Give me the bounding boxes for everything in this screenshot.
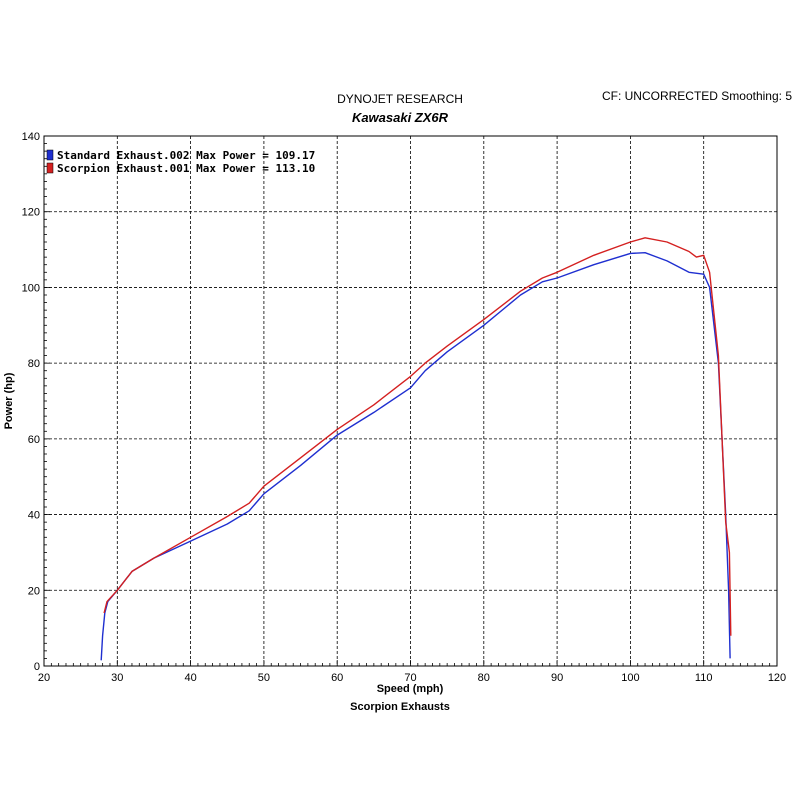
series-lines xyxy=(100,237,732,661)
settings-label: CF: UNCORRECTED Smoothing: 5 xyxy=(602,89,792,103)
y-tick-label: 120 xyxy=(22,207,40,219)
x-tick-label: 50 xyxy=(258,672,270,684)
x-tick-label: 40 xyxy=(184,672,196,684)
x-tick-labels: 20 30 40 50 60 70 80 90 100 110 120 xyxy=(38,672,786,684)
x-tick-label: 30 xyxy=(111,672,123,684)
y-tick-label: 40 xyxy=(28,510,40,522)
legend-swatch-scorpion xyxy=(46,162,54,174)
y-tick-label: 80 xyxy=(28,358,40,370)
x-tick-label: 100 xyxy=(621,672,639,684)
y-tick-label: 140 xyxy=(22,131,40,143)
y-tick-labels: 0 20 40 60 80 100 120 140 xyxy=(22,131,40,673)
legend: Standard Exhaust.002 Max Power = 109.17 … xyxy=(46,149,315,175)
y-tick-label: 100 xyxy=(22,282,40,294)
legend-swatch-standard xyxy=(46,149,54,161)
x-tick-label: 70 xyxy=(404,672,416,684)
x-tick-label: 90 xyxy=(551,672,563,684)
x-tick-label: 20 xyxy=(38,672,50,684)
y-tick-label: 0 xyxy=(34,661,40,673)
legend-label-scorpion: Scorpion Exhaust.001 Max Power = 113.10 xyxy=(57,162,315,175)
y-tick-label: 20 xyxy=(28,585,40,597)
y-axis-label: Power (hp) xyxy=(3,372,15,429)
chart-subtitle: Kawasaki ZX6R xyxy=(352,110,449,125)
footer-label: Scorpion Exhausts xyxy=(350,701,450,713)
grid xyxy=(44,136,777,666)
standard-exhaust-line xyxy=(100,251,731,661)
x-tick-label: 110 xyxy=(695,672,713,684)
legend-label-standard: Standard Exhaust.002 Max Power = 109.17 xyxy=(57,149,315,162)
x-tick-label: 120 xyxy=(768,672,786,684)
y-tick-label: 60 xyxy=(28,434,40,446)
x-tick-label: 60 xyxy=(331,672,343,684)
chart-title: DYNOJET RESEARCH xyxy=(337,92,463,106)
scorpion-exhaust-line xyxy=(103,237,732,636)
x-axis-label: Speed (mph) xyxy=(377,683,444,695)
x-tick-label: 80 xyxy=(478,672,490,684)
minor-ticks xyxy=(43,135,778,667)
